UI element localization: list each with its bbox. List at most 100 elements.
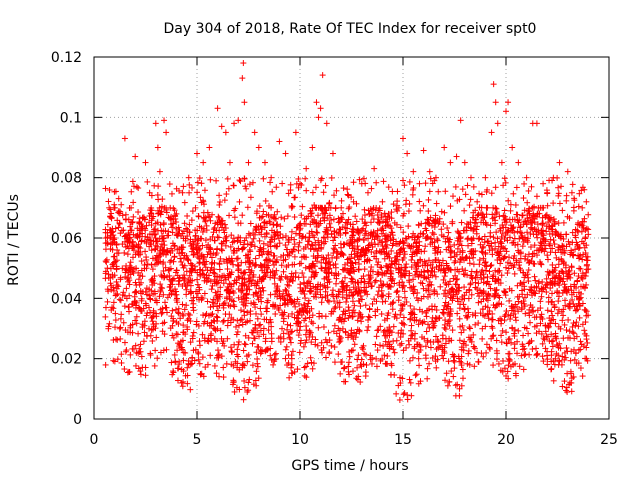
data-point [513, 317, 520, 324]
data-point [259, 284, 266, 291]
data-point [121, 366, 128, 373]
data-point [448, 368, 455, 375]
data-point [164, 294, 171, 301]
data-point [264, 242, 271, 249]
data-point [216, 201, 223, 208]
data-point [132, 342, 139, 349]
data-point [145, 325, 152, 332]
data-point [216, 198, 223, 205]
data-point [365, 323, 372, 330]
data-point [515, 298, 522, 305]
data-point [288, 270, 295, 277]
data-point [440, 355, 447, 362]
data-point [255, 344, 262, 351]
data-point [234, 317, 241, 324]
y-tick-label: 0.06 [51, 231, 82, 247]
y-tick-label: 0.12 [51, 50, 82, 66]
data-point [506, 234, 513, 241]
data-point [556, 200, 563, 207]
data-point [207, 217, 214, 224]
data-point [220, 364, 227, 371]
data-point [322, 354, 329, 361]
chart-title: Day 304 of 2018, Rate Of TEC Index for r… [164, 21, 537, 37]
data-point [498, 332, 505, 339]
data-point [401, 264, 408, 271]
data-point [282, 346, 289, 353]
data-point [465, 350, 472, 357]
data-point [184, 317, 191, 324]
data-point [452, 392, 459, 399]
data-points [102, 60, 592, 403]
data-point [348, 347, 355, 354]
data-point [381, 210, 388, 217]
data-point [380, 343, 387, 350]
data-point [532, 277, 539, 284]
data-point [524, 229, 531, 236]
x-tick-label: 5 [193, 432, 202, 448]
y-tick-label: 0.1 [60, 110, 82, 126]
data-point [350, 347, 357, 354]
y-tick-label: 0.04 [51, 291, 82, 307]
x-tick-label: 20 [497, 432, 515, 448]
data-point [127, 351, 134, 358]
y-tick-label: 0 [73, 412, 82, 428]
data-point [368, 185, 375, 192]
data-point [177, 315, 184, 322]
data-point [531, 273, 538, 280]
plot-frame [93, 56, 610, 420]
y-tick-label: 0.02 [51, 352, 82, 368]
data-point [548, 331, 555, 338]
x-tick-label: 15 [394, 432, 412, 448]
data-point [442, 377, 449, 384]
data-point [328, 342, 335, 349]
data-point [415, 355, 422, 362]
data-point [505, 265, 512, 272]
data-point [444, 382, 451, 389]
data-point [444, 225, 451, 232]
data-point [309, 242, 316, 249]
data-point [305, 300, 312, 307]
data-point [276, 240, 283, 247]
data-point [190, 329, 197, 336]
data-point [551, 241, 558, 248]
data-point [328, 217, 335, 224]
data-point [544, 281, 551, 288]
data-point [273, 184, 280, 191]
data-point [215, 307, 222, 314]
data-point [337, 370, 344, 377]
data-point [356, 176, 363, 183]
data-point [582, 227, 589, 234]
axes [93, 56, 610, 420]
data-point [465, 235, 472, 242]
data-point [544, 252, 551, 259]
data-point [393, 250, 400, 257]
data-point [118, 359, 125, 366]
data-point [113, 278, 120, 285]
tick-labels: 0 5 10 15 20 25 0 0.02 0.04 0.06 0.08 0.1 0.12 [51, 50, 618, 448]
data-point [148, 261, 155, 268]
data-point [584, 339, 591, 346]
data-point [244, 204, 251, 211]
data-point [393, 390, 400, 397]
y-axis-label: ROTI / TECUs [6, 194, 22, 286]
data-point [194, 179, 201, 186]
data-point [533, 193, 540, 200]
data-point [422, 343, 429, 350]
data-point [493, 337, 500, 344]
data-point [581, 244, 588, 251]
data-point [552, 320, 559, 327]
y-tick-label: 0.08 [51, 171, 82, 187]
data-point [514, 350, 521, 357]
data-point [534, 234, 541, 241]
data-point [168, 190, 175, 197]
x-tick-label: 25 [600, 432, 618, 448]
data-point [299, 203, 306, 210]
data-point [476, 293, 483, 300]
data-point [450, 373, 457, 380]
data-point [373, 179, 380, 186]
x-axis-label: GPS time / hours [291, 458, 408, 474]
data-point [162, 299, 169, 306]
data-point [579, 373, 586, 380]
data-point [336, 226, 343, 233]
data-point [319, 349, 326, 356]
